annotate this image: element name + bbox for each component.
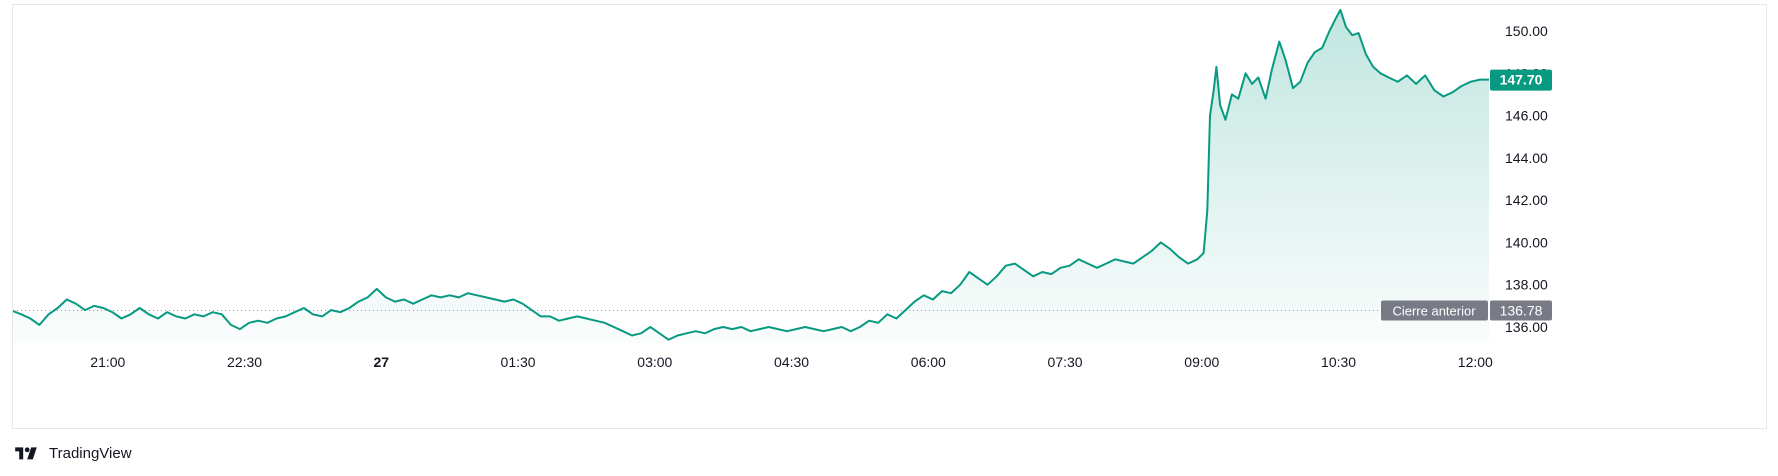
y-tick-label: 136.00 [1505,319,1548,335]
x-tick-label: 10:30 [1321,354,1356,370]
previous-close-label-badge [1381,300,1488,321]
price-line[interactable] [13,8,1489,341]
y-tick-label: 150.00 [1505,23,1548,39]
x-tick-label: 27 [374,354,390,370]
previous-close-value: 136.78 [1500,303,1543,319]
last-price-value: 147.70 [1500,72,1543,88]
tradingview-brand[interactable]: TradingView [13,443,132,463]
x-tick-label: 03:00 [637,354,672,370]
chart-frame[interactable]: 150.00148.00146.00144.00142.00140.00138.… [12,4,1767,429]
previous-close-value-badge [1490,300,1552,321]
price-chart[interactable]: 150.00148.00146.00144.00142.00140.00138.… [13,5,1768,430]
brand-name: TradingView [49,444,132,462]
previous-close-label: Cierre anterior [1392,304,1476,319]
x-tick-label: 06:00 [911,354,946,370]
x-tick-label: 04:30 [774,354,809,370]
y-tick-label: 142.00 [1505,192,1548,208]
y-tick-label: 144.00 [1505,150,1548,166]
x-tick-label: 21:00 [90,354,125,370]
x-tick-label: 01:30 [501,354,536,370]
y-tick-label: 146.00 [1505,108,1548,124]
y-tick-label: 140.00 [1505,234,1548,250]
x-tick-label: 22:30 [227,354,262,370]
tradingview-logo-icon [15,447,37,460]
price-area-fill [13,9,1489,344]
x-tick-label: 07:30 [1048,354,1083,370]
y-tick-label: 138.00 [1505,277,1548,293]
last-price-badge [1490,69,1552,91]
x-tick-label: 12:00 [1458,354,1493,370]
x-tick-label: 09:00 [1184,354,1219,370]
